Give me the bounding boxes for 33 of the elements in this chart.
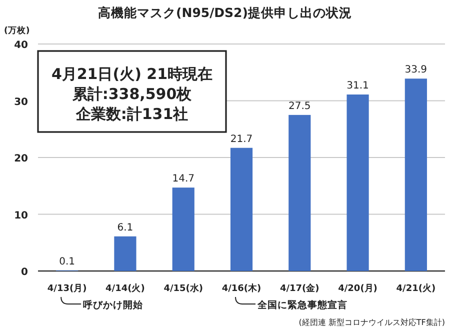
text: 呼びかけ開始	[83, 299, 144, 311]
annotation: 企業数:計131社	[74, 105, 188, 123]
data-label: 14.7	[172, 174, 194, 185]
annotation: 4月21日(火) 21時現在	[51, 65, 213, 83]
x-tick-label: 4/17(金)	[280, 283, 320, 294]
y-tick-label: 30	[14, 96, 28, 108]
bar	[230, 148, 253, 271]
x-tick-label: 4/21(火)	[396, 283, 436, 294]
annotation: 累計:338,590枚	[71, 85, 193, 103]
y-axis-title: (万枚)	[4, 25, 30, 36]
data-label: 27.5	[288, 100, 311, 112]
chart-title: 高機能マスク(N95/DS2)提供申し出の状況	[98, 5, 352, 20]
data-label: 31.1	[346, 80, 369, 92]
bar	[346, 94, 369, 271]
x-tick-label: 4/13(月)	[47, 283, 87, 294]
y-tick-label: 20	[14, 154, 28, 164]
y-tick-label: 0	[21, 267, 28, 278]
data-label: 6.1	[117, 222, 134, 234]
x-tick-label: 4/20(月)	[338, 283, 378, 294]
bar	[404, 78, 427, 271]
bar	[172, 188, 194, 271]
y-tick-label: 10	[14, 210, 28, 222]
x-tick-label: 4/14(火)	[106, 283, 145, 294]
y-tick-label: 40	[14, 40, 28, 51]
data-label: 0.1	[59, 256, 76, 268]
bar	[114, 236, 136, 271]
text: (経団連 新型コロナウイルス対応TF集計)	[298, 318, 445, 327]
bar	[288, 114, 311, 271]
text: 全国に緊急事態宣言	[256, 299, 348, 311]
data-label: 33.9	[404, 64, 428, 76]
data-label: 21.7	[230, 134, 253, 145]
x-tick-label: 4/16(木)	[222, 283, 262, 294]
x-tick-label: 4/15(水)	[164, 283, 204, 294]
